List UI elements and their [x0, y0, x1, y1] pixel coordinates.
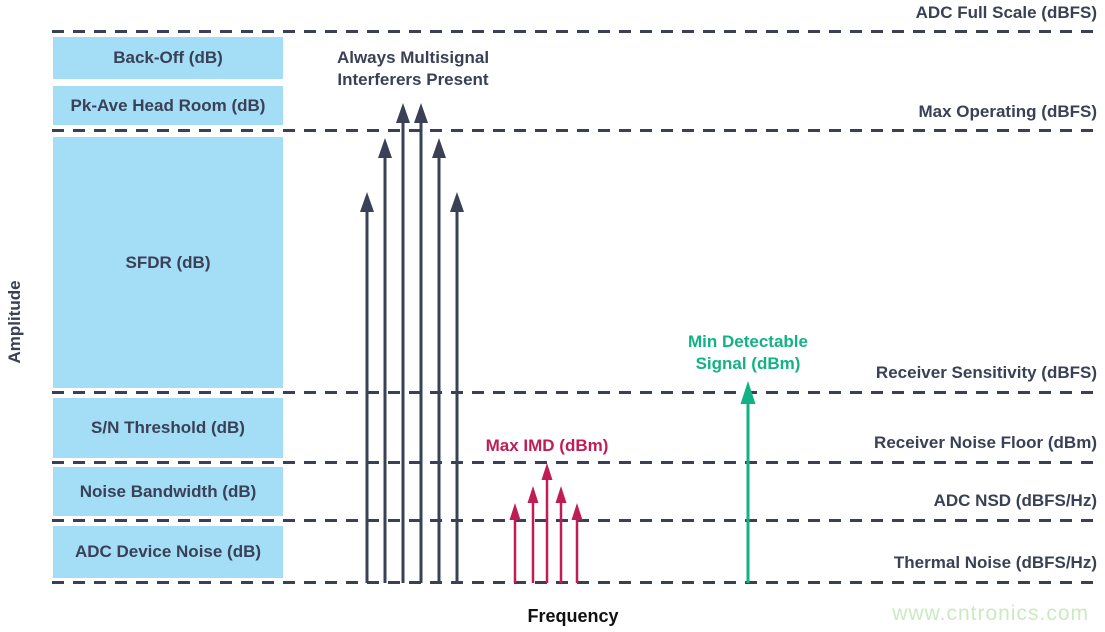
box-sfdr-label: SFDR (dB)	[125, 252, 211, 272]
level-label-receiver-noise-floor: Receiver Noise Floor (dBm)	[874, 433, 1097, 452]
max-imd-annotation: Max IMD (dBm)	[485, 436, 609, 455]
box-adc-device-noise: ADC Device Noise (dB)	[53, 526, 283, 578]
x-axis-label: Frequency	[527, 606, 619, 626]
min-detectable-annotation-line2: Signal (dBm)	[695, 354, 801, 373]
level-label-thermal-noise: Thermal Noise (dBFS/Hz)	[893, 553, 1097, 572]
interferers-annotation: Always Multisignal Interferers Present	[313, 47, 513, 91]
min-detectable-arrow	[740, 381, 756, 583]
interferers-annotation-line1: Always Multisignal	[336, 48, 490, 67]
watermark: www.cntronics.com	[892, 602, 1089, 625]
level-label-max-operating: Max Operating (dBFS)	[918, 102, 1097, 121]
level-line-adc-full-scale	[52, 30, 1098, 33]
level-line-max-operating	[52, 129, 1098, 132]
interferers-annotation-line2: Interferers Present	[337, 70, 489, 89]
level-label-receiver-sensitivity: Receiver Sensitivity (dBFS)	[875, 363, 1097, 382]
level-line-receiver-sensitivity	[52, 391, 1098, 394]
imd-arrows	[509, 463, 583, 583]
interferer-arrows	[360, 103, 464, 583]
level-line-thermal-noise	[52, 581, 1098, 584]
box-adc-device-noise-label: ADC Device Noise (dB)	[74, 542, 262, 561]
level-label-adc-nsd: ADC NSD (dBFS/Hz)	[933, 491, 1097, 510]
min-detectable-annotation: Min Detectable Signal (dBm)	[648, 331, 848, 375]
box-back-off-label: Back-Off (dB)	[113, 48, 223, 67]
box-sn-threshold: S/N Threshold (dB)	[53, 398, 283, 458]
box-sn-threshold-label: S/N Threshold (dB)	[91, 418, 245, 437]
level-label-adc-full-scale: ADC Full Scale (dBFS)	[915, 3, 1097, 22]
min-detectable-annotation-line1: Min Detectable	[688, 332, 808, 351]
box-back-off: Back-Off (dB)	[53, 37, 283, 79]
level-line-adc-nsd	[52, 519, 1098, 522]
box-sfdr: SFDR (dB)	[53, 137, 283, 388]
box-noise-bandwidth-label: Noise Bandwidth (dB)	[79, 481, 257, 501]
box-pk-ave-head-room-label: Pk-Ave Head Room (dB)	[70, 95, 266, 115]
box-pk-ave-head-room: Pk-Ave Head Room (dB)	[53, 86, 283, 125]
level-line-receiver-noise-floor	[52, 461, 1098, 464]
box-noise-bandwidth: Noise Bandwidth (dB)	[53, 467, 283, 516]
y-axis-label: Amplitude	[5, 280, 24, 364]
